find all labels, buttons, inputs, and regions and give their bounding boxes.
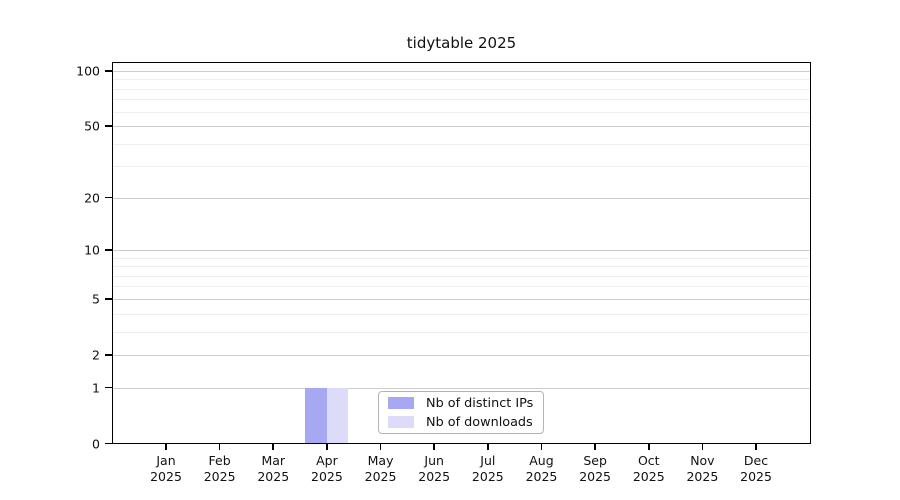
- x-tick-label: Sep 2025: [579, 453, 612, 484]
- y-tick-label: 20: [84, 190, 100, 206]
- minor-gridline: [112, 111, 811, 113]
- y-tick-mark: [105, 249, 112, 251]
- minor-gridline: [112, 313, 811, 315]
- bar-downloads: [326, 387, 349, 444]
- plot-area: Nb of distinct IPs Nb of downloads 0 1 2 5 1…: [76, 62, 811, 484]
- x-tick-label: Nov 2025: [686, 453, 719, 484]
- x-tick-mark: [433, 444, 435, 450]
- x-tick-label: Mar 2025: [257, 453, 290, 484]
- y-tick-mark: [105, 125, 112, 127]
- x-tick-label: Apr 2025: [311, 453, 343, 484]
- x-tick-label: Dec 2025: [740, 453, 772, 484]
- legend: Nb of distinct IPs Nb of downloads: [378, 391, 544, 434]
- x-tick-mark: [272, 444, 275, 450]
- y-tick-mark: [105, 70, 112, 72]
- major-gridline: [112, 249, 811, 251]
- x-tick-mark: [379, 444, 382, 450]
- legend-label-distinct-ips: Nb of distinct IPs: [426, 395, 534, 411]
- x-tick-label: Jan 2025: [150, 453, 182, 484]
- legend-item-downloads: Nb of downloads: [388, 415, 534, 430]
- minor-gridline: [112, 257, 811, 259]
- minor-gridline: [112, 79, 811, 81]
- x-tick-mark: [755, 444, 757, 450]
- major-gridline: [112, 70, 811, 72]
- y-tick-label: 5: [92, 291, 100, 307]
- legend-swatch-downloads-icon: [388, 416, 414, 428]
- x-tick-mark: [165, 444, 167, 450]
- y-tick-mark: [105, 353, 112, 356]
- minor-gridline: [112, 166, 811, 168]
- major-gridline: [112, 197, 811, 199]
- minor-gridline: [112, 286, 811, 288]
- y-tick-mark: [105, 442, 112, 445]
- legend-label-downloads: Nb of downloads: [426, 414, 533, 430]
- x-tick-mark: [594, 444, 596, 450]
- y-tick-label: 0: [92, 436, 100, 451]
- chart-title: tidytable 2025: [406, 34, 517, 52]
- x-tick-label: Oct 2025: [632, 453, 665, 484]
- y-tick-mark: [105, 196, 112, 199]
- x-tick-label: Feb 2025: [203, 453, 236, 484]
- x-tick-mark: [326, 444, 328, 450]
- x-tick-label: Jul 2025: [471, 453, 504, 484]
- y-tick-mark: [105, 386, 112, 389]
- y-tick-mark: [105, 298, 112, 300]
- y-tick-label: 2: [92, 347, 100, 363]
- x-tick-label: May 2025: [364, 453, 397, 484]
- x-tick-mark: [647, 444, 650, 450]
- x-tick-mark: [218, 444, 221, 450]
- major-gridline: [112, 126, 811, 127]
- x-tick-mark: [701, 444, 704, 450]
- y-tick-label: 100: [76, 63, 100, 79]
- x-tick-mark: [540, 444, 543, 450]
- legend-item-distinct-ips: Nb of distinct IPs: [388, 396, 534, 411]
- minor-gridline: [112, 88, 811, 90]
- major-gridline: [112, 354, 811, 356]
- x-tick-label: Jun 2025: [418, 453, 451, 484]
- major-gridline: [112, 387, 811, 389]
- y-tick-label: 50: [84, 118, 100, 134]
- y-tick-label: 1: [92, 380, 100, 396]
- minor-gridline: [112, 275, 811, 277]
- minor-gridline: [112, 99, 811, 101]
- minor-gridline: [112, 266, 811, 268]
- major-gridline: [112, 298, 811, 300]
- x-tick-label: Aug 2025: [525, 453, 558, 484]
- x-tick-mark: [487, 444, 489, 450]
- legend-swatch-distinct-ips-icon: [388, 397, 414, 409]
- minor-gridline: [112, 331, 811, 333]
- minor-gridline: [112, 143, 811, 145]
- y-tick-label: 10: [84, 242, 100, 258]
- bar-distinct-ips: [305, 387, 327, 444]
